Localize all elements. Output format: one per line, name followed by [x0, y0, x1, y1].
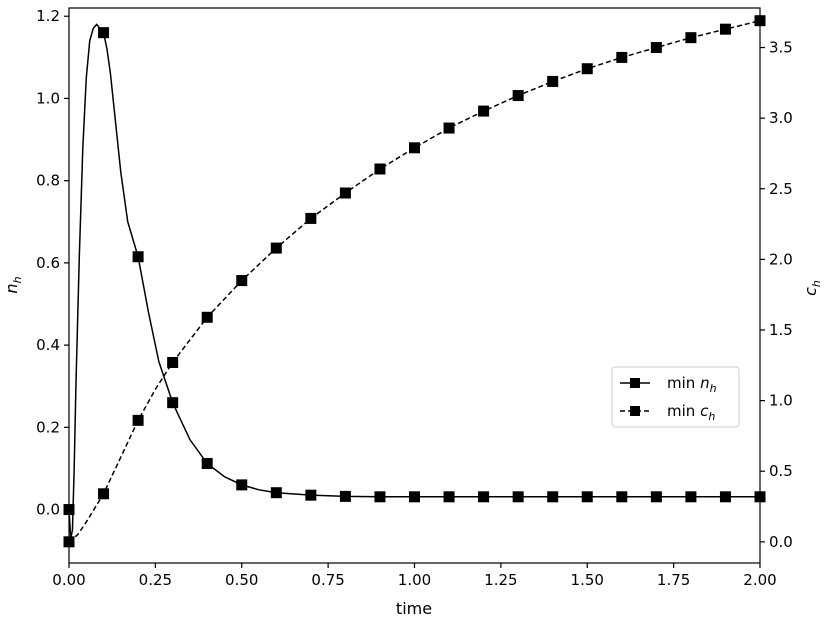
- x-axis-label: time: [396, 599, 432, 618]
- right-y-tick-label: 3.5: [769, 39, 793, 57]
- left-y-tick-label: 0.4: [36, 336, 60, 354]
- right-y-tick-label: 2.0: [769, 250, 793, 268]
- x-tick-label: 0.25: [139, 571, 172, 589]
- x-tick-label: 1.75: [657, 571, 690, 589]
- x-tick-label: 0.00: [52, 571, 85, 589]
- legend-entry-n-h: min nh: [620, 374, 717, 395]
- left-y-axis-label: nh: [2, 276, 24, 293]
- data-point-n-h: [98, 27, 110, 39]
- legend-label-n-h: min nh: [667, 374, 717, 395]
- data-point-n-h: [374, 491, 386, 503]
- legend: min nh min ch: [611, 366, 740, 428]
- legend-box: [611, 366, 740, 428]
- data-point-n-h: [270, 487, 282, 499]
- right-y-axis-label: ch: [801, 280, 823, 296]
- data-point-n-h: [443, 491, 455, 503]
- data-point-c-h: [201, 311, 213, 323]
- data-point-c-h: [685, 32, 697, 44]
- left-y-tick-label: 1.2: [36, 7, 60, 25]
- left-y-tick-label: 0.0: [36, 501, 60, 519]
- data-point-n-h: [512, 491, 524, 503]
- data-point-n-h: [236, 479, 248, 491]
- right-y-tick-label: 1.0: [769, 392, 793, 410]
- data-point-n-h: [305, 489, 317, 501]
- legend-marker-n-h: [630, 378, 640, 388]
- data-point-c-h: [305, 212, 317, 224]
- data-point-n-h: [132, 251, 144, 263]
- legend-entry-c-h: min ch: [620, 402, 715, 423]
- legend-label-c-h: min ch: [667, 402, 715, 423]
- data-point-c-h: [132, 414, 144, 426]
- data-point-c-h: [547, 75, 559, 87]
- x-axis-ticks: 0.00 0.25 0.50 0.75 1.00 1.25 1.50 1.75 2.00: [52, 563, 777, 589]
- data-point-c-h: [581, 63, 593, 75]
- data-point-c-h: [650, 42, 662, 54]
- data-point-c-h: [443, 122, 455, 134]
- data-point-c-h: [409, 142, 420, 154]
- data-point-n-h: [339, 490, 351, 502]
- left-y-tick-label: 1.0: [36, 89, 60, 107]
- left-y-axis-ticks: 0.0 0.2 0.4 0.6 0.8 1.0 1.2: [36, 7, 69, 519]
- right-y-tick-label: 1.5: [769, 321, 793, 339]
- data-point-c-h: [98, 488, 110, 500]
- x-tick-label: 0.50: [225, 571, 258, 589]
- data-point-n-h: [581, 491, 593, 503]
- x-tick-label: 1.00: [398, 571, 431, 589]
- data-point-n-h: [201, 458, 213, 470]
- right-y-axis-ticks: 0.0 0.5 1.0 1.5 2.0 2.5 3.0 3.5: [760, 39, 793, 551]
- data-point-n-h: [167, 397, 179, 409]
- series-line-c-h: [68, 19, 761, 543]
- data-point-n-h: [616, 491, 628, 503]
- data-point-c-h: [167, 356, 179, 368]
- data-point-c-h: [512, 90, 524, 102]
- data-point-n-h: [719, 491, 731, 503]
- data-point-c-h: [236, 275, 248, 287]
- right-y-tick-label: 2.5: [769, 180, 793, 198]
- data-point-c-h: [374, 163, 386, 175]
- data-point-c-h: [478, 105, 490, 117]
- right-y-tick-label: 0.0: [769, 533, 793, 551]
- left-y-tick-label: 0.2: [36, 418, 60, 436]
- left-y-tick-label: 0.8: [36, 172, 60, 190]
- series-layer: [63, 15, 766, 548]
- series-line-n-h: [68, 23, 760, 539]
- data-point-c-h: [339, 187, 351, 199]
- data-point-n-h: [409, 491, 420, 503]
- x-tick-label: 1.50: [571, 571, 604, 589]
- left-y-tick-label: 0.6: [36, 254, 60, 272]
- data-point-c-h: [616, 51, 628, 63]
- data-point-n-h: [685, 491, 697, 503]
- right-y-tick-label: 0.5: [769, 462, 793, 480]
- data-point-n-h: [547, 491, 559, 503]
- data-point-n-h: [478, 491, 490, 503]
- legend-marker-c-h: [630, 406, 640, 416]
- data-point-n-h: [650, 491, 662, 503]
- data-point-c-h: [719, 23, 731, 35]
- plot-frame: [68, 7, 761, 564]
- data-point-c-h: [270, 242, 282, 254]
- right-y-tick-label: 3.0: [769, 109, 793, 127]
- x-tick-label: 2.00: [743, 571, 776, 589]
- x-tick-label: 0.75: [311, 571, 344, 589]
- x-tick-label: 1.25: [484, 571, 517, 589]
